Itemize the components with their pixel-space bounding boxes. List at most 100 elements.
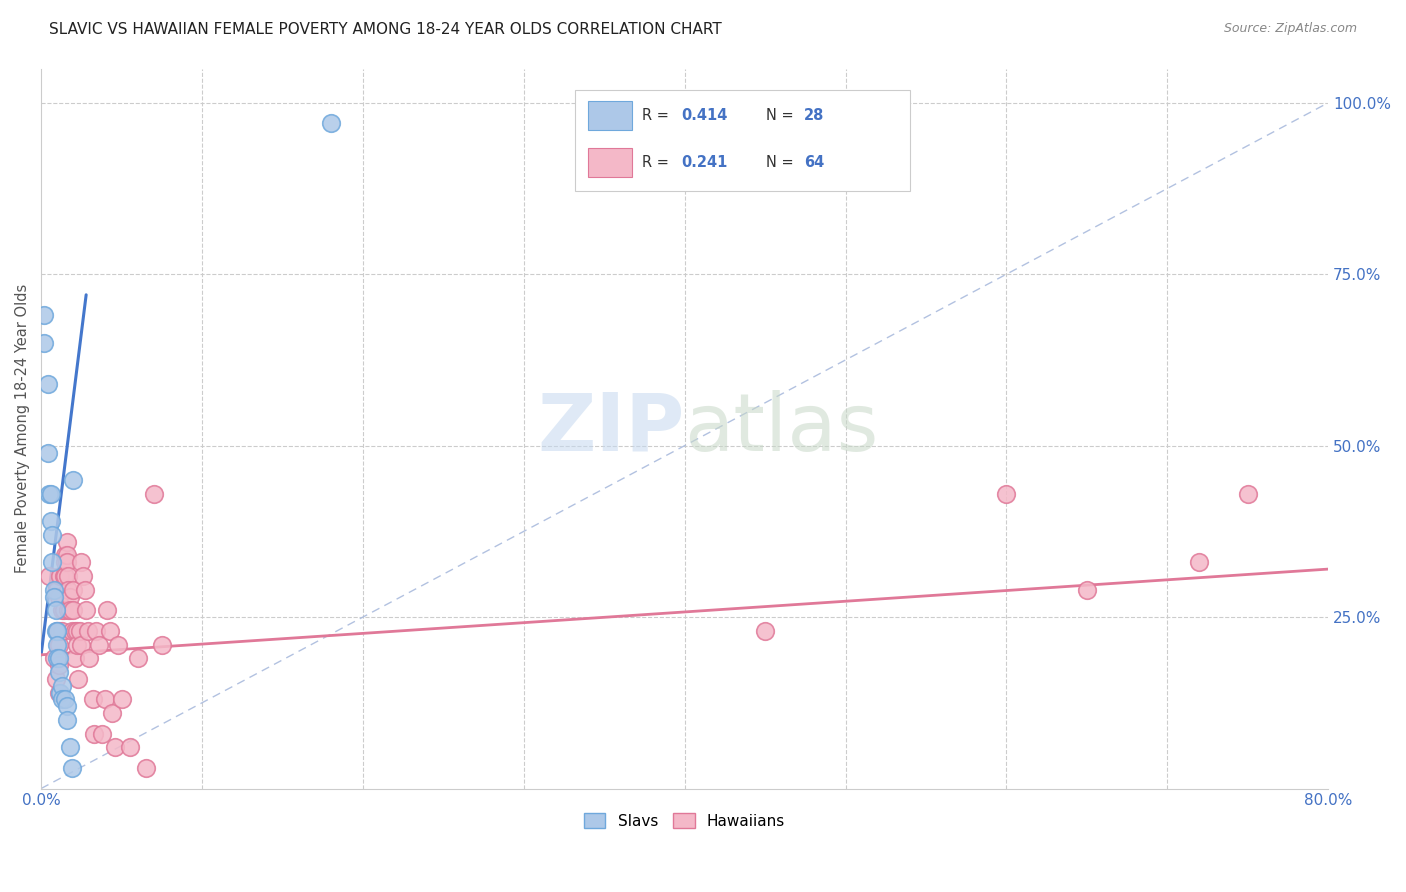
Point [46,582,69,597]
Text: Source: ZipAtlas.com: Source: ZipAtlas.com [1223,22,1357,36]
Point [995,486,1018,500]
Point [56,713,79,727]
Point [48,665,70,679]
Point [39,486,62,500]
Point [56,534,79,549]
Point [52,569,75,583]
Text: 0.241: 0.241 [681,154,727,169]
Text: N =: N = [766,108,799,123]
Point [72,569,94,583]
Point [67,672,90,686]
Point [319,116,342,130]
Point [42,590,65,604]
Point [42,651,65,665]
Text: R =: R = [643,154,673,169]
Point [58,603,80,617]
Point [58,582,80,597]
Point [1236,486,1258,500]
Point [37,376,59,391]
Point [1188,555,1211,569]
Point [52,603,75,617]
Point [65,624,87,638]
Point [51,624,73,638]
Point [39,514,62,528]
Point [65,638,87,652]
Point [56,699,79,714]
Point [37,445,59,459]
Point [48,685,70,699]
Point [59,590,82,604]
Point [51,679,73,693]
Point [38,486,60,500]
Point [53,692,76,706]
FancyBboxPatch shape [588,148,631,177]
Point [135,761,157,775]
Point [142,486,165,500]
Point [91,726,114,740]
Point [83,726,105,740]
Text: ZIP: ZIP [537,390,685,467]
Point [48,590,70,604]
Point [46,651,69,665]
Text: 64: 64 [804,154,824,169]
Point [104,740,127,755]
Point [76,624,98,638]
Text: 0.414: 0.414 [681,108,727,123]
Point [150,638,173,652]
Point [70,555,93,569]
Point [62,603,84,617]
Point [70,638,93,652]
FancyBboxPatch shape [588,101,631,129]
Point [38,569,60,583]
Point [59,603,82,617]
Point [87,638,110,652]
Point [56,549,79,563]
Point [48,658,70,673]
Point [1076,582,1098,597]
Point [45,603,67,617]
Point [51,603,73,617]
Text: 28: 28 [804,108,825,123]
Point [53,569,76,583]
Point [84,624,107,638]
Y-axis label: Female Poverty Among 18-24 Year Olds: Female Poverty Among 18-24 Year Olds [15,284,30,574]
Point [96,603,118,617]
Point [62,582,84,597]
Point [73,582,96,597]
Point [79,651,101,665]
Text: atlas: atlas [685,390,879,467]
Text: SLAVIC VS HAWAIIAN FEMALE POVERTY AMONG 18-24 YEAR OLDS CORRELATION CHART: SLAVIC VS HAWAIIAN FEMALE POVERTY AMONG … [49,22,721,37]
Point [48,624,70,638]
Point [53,549,76,563]
Point [118,740,141,755]
Point [62,473,84,487]
Point [46,624,69,638]
Point [51,692,73,706]
Point [41,528,63,542]
Point [48,651,70,665]
Point [56,555,79,569]
Point [101,706,124,720]
Point [754,624,776,638]
Legend: Slavs, Hawaiians: Slavs, Hawaiians [578,806,792,835]
Point [53,555,76,569]
Point [94,692,117,706]
Point [46,624,69,638]
Point [58,569,80,583]
Point [42,582,65,597]
Point [82,692,104,706]
Point [63,624,86,638]
Point [59,740,82,755]
Point [110,692,132,706]
Point [45,624,67,638]
Point [41,555,63,569]
Text: N =: N = [766,154,799,169]
FancyBboxPatch shape [575,90,910,191]
Point [46,638,69,652]
Point [75,603,97,617]
Point [60,761,83,775]
Point [98,624,121,638]
Text: R =: R = [643,108,673,123]
Point [49,685,72,699]
Point [34,309,56,323]
